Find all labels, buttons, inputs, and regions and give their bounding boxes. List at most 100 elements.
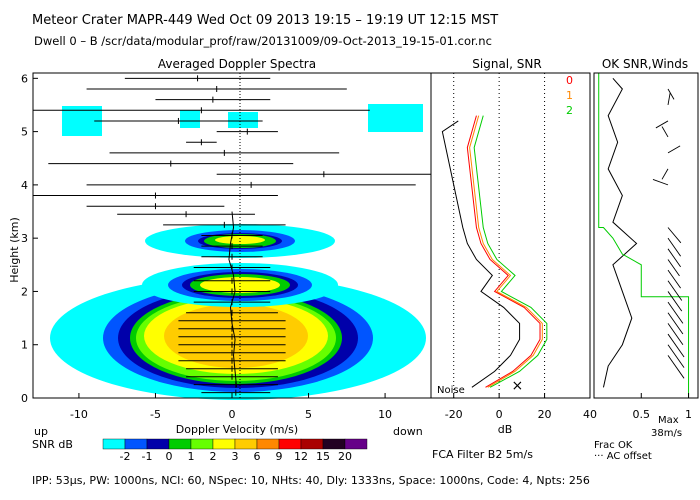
colorbar-tick-label: -1 [142, 450, 153, 463]
wind-arrow [667, 145, 681, 154]
ok-winds-panel: 0.5 1 Max 38m/s Frac OK ··· AC offset [593, 72, 699, 462]
wind-arrow [667, 93, 671, 106]
snr-contour [180, 110, 200, 128]
spectra-y-axis: 0 1 2 3 4 5 6 [21, 72, 38, 405]
y-tick-label: 4 [21, 179, 28, 192]
series-label-2: 2 [566, 104, 573, 117]
x-tick-label: -10 [70, 408, 88, 421]
y-axis-label: Height (km) [8, 217, 21, 283]
signal-x-tick-label: 40 [583, 408, 597, 421]
wind-arrow [667, 355, 685, 379]
down-label: down [393, 425, 423, 438]
snr-contour [368, 104, 423, 132]
wind-arrow [661, 126, 669, 138]
colorbar-tick-label: 20 [338, 450, 352, 463]
spectra-heatmap [50, 104, 426, 400]
colorbar-label: SNR dB [32, 438, 73, 451]
ok-series [598, 73, 690, 398]
colorbar-cell [278, 438, 302, 450]
wind-arrow [667, 248, 681, 268]
signal-frame [430, 72, 591, 399]
series-label-1: 1 [566, 89, 573, 102]
colorbar-cell [234, 438, 258, 450]
colorbar-tick-label: 15 [316, 450, 330, 463]
spectra-title: Averaged Doppler Spectra [158, 57, 316, 71]
wind-arrow [667, 312, 684, 335]
colorbar-ticks: -2 -1 0 1 2 3 6 9 12 15 20 [120, 450, 352, 463]
snr-contour [228, 112, 258, 128]
colorbar-cells [102, 438, 368, 450]
wind-arrow [667, 323, 684, 345]
wind-arrow [667, 237, 681, 257]
filter-label: FCA Filter B2 5m/s [432, 448, 533, 461]
wind-arrow [667, 344, 685, 368]
wind-arrow [661, 168, 669, 180]
y-tick-label: 0 [21, 392, 28, 405]
colorbar-cell [168, 438, 192, 450]
frac-ok-label: Frac OK [594, 440, 633, 451]
colorbar-cell [322, 438, 346, 450]
ok-frame [593, 72, 699, 399]
colorbar-tick-label: 1 [188, 450, 195, 463]
colorbar-cell [102, 438, 126, 450]
signal-panel: × -20 0 20 40 Noise dB FCA Filter B2 5m/s [430, 72, 597, 461]
y-tick-label: 6 [21, 72, 28, 85]
noise-label: Noise [437, 385, 465, 396]
colorbar-cell [344, 438, 368, 450]
y-tick-label: 5 [21, 126, 28, 139]
signal-line [441, 120, 521, 388]
width-bars [33, 75, 431, 396]
wind-arrow [655, 120, 669, 129]
ok-title: OK SNR,Winds [602, 57, 688, 71]
colorbar-cell [212, 438, 236, 450]
mean-velocity-line [228, 211, 238, 388]
signal-x-tick-label: 20 [538, 408, 552, 421]
signal-line [469, 115, 543, 388]
x-tick-label: 10 [378, 408, 392, 421]
colorbar-tick-label: 9 [276, 450, 283, 463]
colorbar-tick-label: -2 [120, 450, 131, 463]
wind-arrow [667, 280, 683, 301]
signal-title: Signal, SNR [472, 57, 541, 71]
signal-marker: × [511, 378, 523, 394]
spectra-x-axis: -10 -5 0 5 10 [70, 393, 392, 421]
ok-x-tick-label: 0.5 [633, 408, 651, 421]
max-label: Max [658, 415, 679, 426]
signal-line [473, 115, 548, 388]
x-tick-label: 0 [229, 408, 236, 421]
snr-contour [215, 236, 265, 244]
wind-arrow [667, 301, 684, 324]
wind-arrow [667, 269, 681, 289]
spectra-x-label: Doppler Velocity (m/s) [176, 423, 298, 436]
colorbar-tick-label: 6 [254, 450, 261, 463]
y-tick-label: 1 [21, 339, 28, 352]
signal-x-axis: -20 0 20 40 [445, 393, 597, 421]
colorbar-tick-label: 0 [166, 450, 173, 463]
colorbar-cell [300, 438, 324, 450]
ok-x-axis: 0.5 1 [633, 393, 692, 421]
up-label: up [34, 425, 48, 438]
colorbar-cell [256, 438, 280, 450]
wind-arrows [652, 88, 685, 379]
signal-series: × [441, 115, 548, 394]
y-tick-label: 2 [21, 285, 28, 298]
wind-arrow [667, 291, 683, 312]
signal-x-tick-label: -20 [445, 408, 463, 421]
colorbar-tick-label: 12 [294, 450, 308, 463]
colorbar: SNR dB -2 -1 0 1 2 3 6 9 12 15 20 [32, 438, 368, 463]
wind-arrow [652, 178, 669, 186]
x-tick-label: 5 [305, 408, 312, 421]
snr-contour [200, 277, 280, 293]
footer-params: IPP: 53µs, PW: 1000ns, NCI: 60, NSpec: 1… [32, 474, 590, 487]
spectra-panel: -10 -5 0 5 10 0 1 2 3 4 5 6 up Doppler Velocity (m… [21, 72, 432, 438]
signal-x-tick-label: 0 [496, 408, 503, 421]
wind-arrow [667, 88, 675, 100]
colorbar-cell [146, 438, 170, 450]
ok-line [602, 77, 638, 388]
colorbar-cell [124, 438, 148, 450]
series-label-0: 0 [566, 74, 573, 87]
ac-offset-label: ··· AC offset [594, 451, 652, 462]
title-line: Meteor Crater MAPR-449 Wed Oct 09 2013 1… [32, 13, 498, 28]
signal-gridlines [453, 73, 546, 398]
